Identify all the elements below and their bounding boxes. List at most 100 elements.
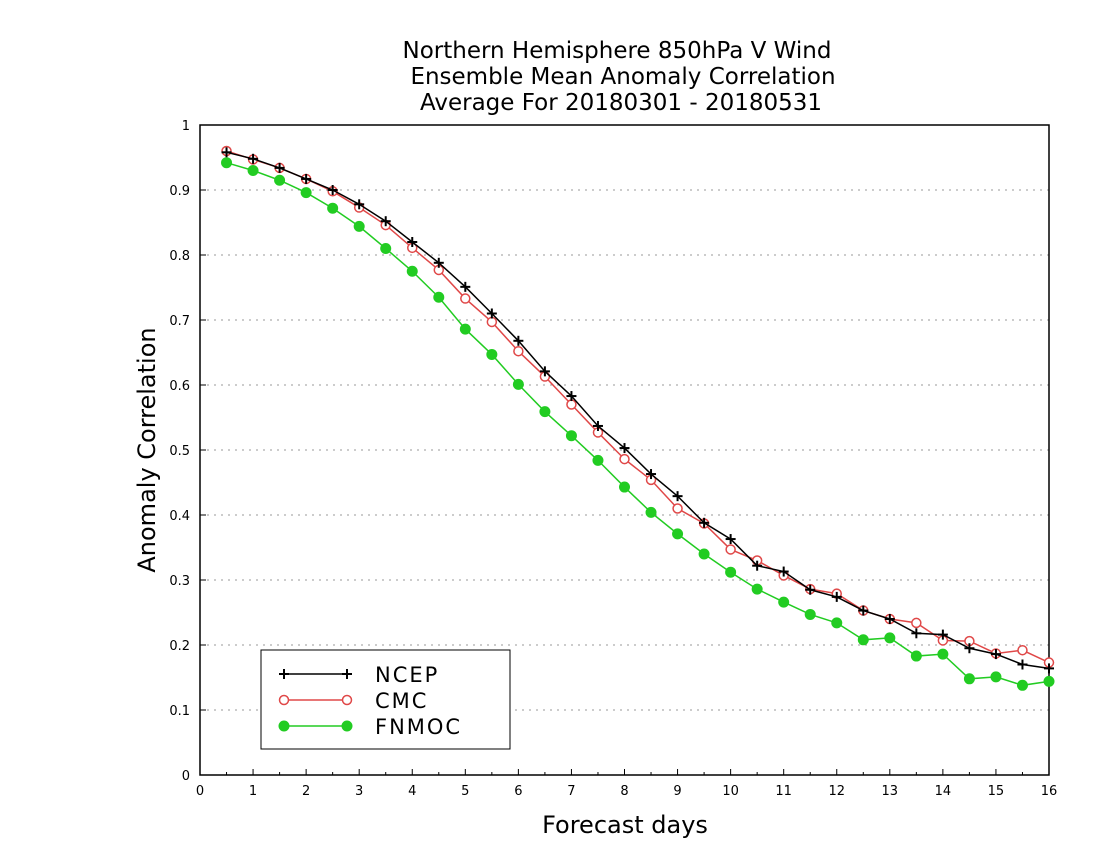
- data-point-filled-circle: [937, 648, 949, 660]
- y-tick-label: 0.6: [169, 379, 190, 394]
- legend-item-cmc: CMC: [278, 689, 428, 713]
- data-point-open-circle: [341, 694, 353, 706]
- data-point-filled-circle: [247, 165, 259, 176]
- data-point-filled-circle: [539, 406, 551, 418]
- y-tick-label: 0.9: [169, 184, 190, 199]
- data-point-plus: [884, 614, 895, 624]
- data-point-filled-circle: [380, 243, 392, 254]
- data-point-filled-circle: [459, 323, 471, 335]
- x-tick-label: 15: [988, 784, 1005, 799]
- data-point-plus: [513, 335, 524, 346]
- data-point-plus: [937, 629, 948, 640]
- x-tick-label: 1: [249, 784, 257, 799]
- series-ncep: [221, 147, 1054, 674]
- data-point-open-circle: [513, 345, 524, 357]
- data-point-plus: [342, 669, 352, 679]
- data-point-filled-circle: [221, 157, 233, 169]
- data-point-filled-circle: [672, 528, 684, 540]
- data-point-filled-circle: [592, 454, 604, 466]
- data-point-filled-circle: [884, 632, 896, 644]
- data-point-filled-circle: [725, 566, 737, 578]
- data-point-filled-circle: [645, 506, 657, 518]
- data-point-plus: [1017, 659, 1028, 670]
- data-point-filled-circle: [406, 265, 418, 277]
- y-axis-label: Anomaly Correlation: [133, 327, 161, 572]
- x-tick-label: 13: [882, 784, 899, 799]
- x-tick-label: 10: [722, 784, 739, 799]
- y-tick-label: 0.5: [169, 444, 190, 459]
- data-point-filled-circle: [565, 430, 577, 442]
- x-tick-label: 14: [935, 784, 952, 799]
- data-point-filled-circle: [327, 202, 339, 214]
- title-line-1: Northern Hemisphere 850hPa V Wind: [403, 38, 832, 64]
- x-tick-label: 3: [355, 784, 363, 799]
- y-tick-label: 0.4: [169, 509, 190, 524]
- data-point-plus: [566, 391, 577, 402]
- y-tick-label: 1: [182, 119, 190, 134]
- chart-title: Northern Hemisphere 850hPa V Wind Ensemb…: [403, 38, 836, 116]
- data-point-plus: [699, 517, 710, 528]
- legend-label: CMC: [375, 689, 428, 713]
- data-point-filled-circle: [831, 617, 843, 629]
- data-point-plus: [778, 566, 789, 577]
- data-point-filled-circle: [512, 378, 524, 390]
- data-point-plus: [460, 281, 471, 292]
- series-line-ncep: [226, 151, 1050, 670]
- data-point-open-circle: [566, 399, 577, 410]
- data-point-plus: [619, 443, 630, 454]
- y-tick-label: 0.1: [169, 704, 190, 719]
- x-tick-label: 6: [514, 784, 522, 799]
- data-point-plus: [592, 420, 603, 431]
- data-point-filled-circle: [353, 220, 365, 232]
- y-tick-label: 0.2: [169, 639, 190, 654]
- data-point-filled-circle: [778, 596, 790, 608]
- x-tick-label: 7: [567, 784, 575, 799]
- data-point-open-circle: [486, 316, 498, 328]
- data-point-plus: [407, 237, 418, 247]
- data-point-plus: [327, 185, 338, 195]
- data-point-filled-circle: [910, 650, 922, 662]
- y-tick-label: 0.7: [169, 314, 190, 329]
- title-line-3: Average For 20180301 - 20180531: [420, 90, 822, 116]
- data-point-filled-circle: [274, 174, 286, 186]
- x-axis-label: Forecast days: [542, 811, 708, 839]
- data-point-plus: [672, 491, 683, 502]
- legend-label: NCEP: [375, 663, 439, 687]
- data-point-plus: [433, 257, 444, 268]
- x-tick-label: 2: [302, 784, 310, 799]
- x-tick-label: 12: [828, 784, 845, 799]
- data-point-plus: [274, 162, 285, 173]
- data-point-open-circle: [278, 694, 290, 706]
- data-point-open-circle: [619, 453, 630, 465]
- axis-ticks: 0 1 2 3 4 5 6 7 8 9 10 11 12 13 14 15 1600.10.20.30.40.5…: [169, 119, 1057, 799]
- data-point-filled-circle: [857, 634, 869, 646]
- data-point-filled-circle: [341, 720, 353, 732]
- data-point-plus: [858, 605, 869, 616]
- data-point-plus: [646, 469, 657, 480]
- data-point-filled-circle: [619, 481, 630, 493]
- data-point-open-circle: [725, 544, 736, 555]
- data-point-filled-circle: [278, 720, 290, 732]
- data-point-open-circle: [460, 293, 471, 304]
- data-point-plus: [725, 534, 736, 545]
- data-point-plus: [752, 560, 763, 571]
- x-tick-label: 11: [775, 784, 792, 799]
- data-point-filled-circle: [698, 548, 710, 560]
- data-point-filled-circle: [1043, 675, 1055, 687]
- series-lines: [221, 145, 1055, 691]
- y-tick-label: 0.3: [169, 574, 190, 589]
- data-point-plus: [248, 153, 259, 164]
- data-point-plus: [354, 199, 365, 210]
- data-point-filled-circle: [963, 673, 975, 685]
- data-point-filled-circle: [1016, 679, 1028, 691]
- legend-item-ncep: NCEP: [279, 663, 439, 687]
- x-tick-label: 8: [620, 784, 628, 799]
- data-point-plus: [964, 643, 975, 654]
- grid-lines: [200, 189, 1049, 711]
- data-point-filled-circle: [990, 671, 1002, 683]
- data-point-filled-circle: [751, 583, 763, 595]
- data-point-filled-circle: [300, 187, 312, 199]
- data-point-plus: [911, 628, 922, 639]
